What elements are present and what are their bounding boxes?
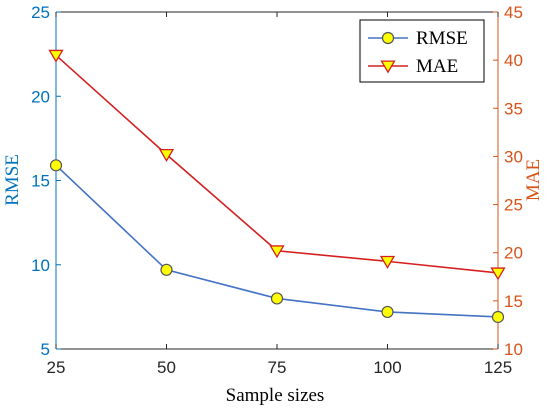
rmse-point <box>160 263 173 276</box>
mae-line <box>55 54 499 274</box>
series-rmse <box>49 159 505 324</box>
legend-box <box>359 19 485 83</box>
x-axis: 25 50 75 100 125 <box>47 12 512 377</box>
legend-entry-rmse: RMSE <box>368 28 468 49</box>
right-axis-title: MAE <box>523 159 544 201</box>
right-tick-label: 25 <box>504 196 523 215</box>
left-tick-label: 15 <box>31 172 50 191</box>
left-tick-label: 10 <box>31 256 50 275</box>
mae-point <box>379 255 396 269</box>
x-tick-label: 125 <box>484 358 512 377</box>
mae-point <box>269 245 285 259</box>
left-axis: 5 10 15 20 25 <box>31 3 61 359</box>
x-tick-label: 75 <box>268 358 287 377</box>
mae-point <box>490 267 506 281</box>
left-tick-label: 5 <box>41 340 50 359</box>
rmse-point <box>49 159 63 172</box>
rmse-point <box>491 310 505 324</box>
right-tick-label: 20 <box>504 244 523 263</box>
rmse-point <box>270 292 284 305</box>
series-layer <box>48 49 506 324</box>
x-tick-label: 50 <box>157 358 176 377</box>
right-tick-label: 40 <box>504 51 523 70</box>
right-tick-label: 30 <box>504 147 523 166</box>
left-tick-label: 20 <box>31 87 50 106</box>
rmse-point <box>381 305 394 319</box>
legend-rmse-marker <box>381 31 395 45</box>
x-tick-label: 25 <box>47 358 66 377</box>
right-axis: 10 15 20 25 30 35 40 45 <box>493 3 523 359</box>
legend-rmse-label: RMSE <box>416 28 468 49</box>
right-tick-label: 15 <box>504 292 523 311</box>
left-tick-label: 25 <box>31 3 50 22</box>
legend-mae-label: MAE <box>416 56 458 77</box>
left-axis-title: RMSE <box>2 154 23 206</box>
x-tick-label: 100 <box>373 358 401 377</box>
right-tick-label: 35 <box>504 99 523 118</box>
mae-point <box>158 148 175 162</box>
right-tick-label: 45 <box>504 3 523 22</box>
legend: RMSE MAE <box>359 19 485 83</box>
series-mae <box>48 49 506 281</box>
x-axis-title: Sample sizes <box>226 385 325 406</box>
right-tick-label: 10 <box>504 340 523 359</box>
legend-entry-mae: MAE <box>368 56 458 77</box>
mae-point <box>48 49 64 63</box>
legend-mae-marker <box>380 60 396 74</box>
